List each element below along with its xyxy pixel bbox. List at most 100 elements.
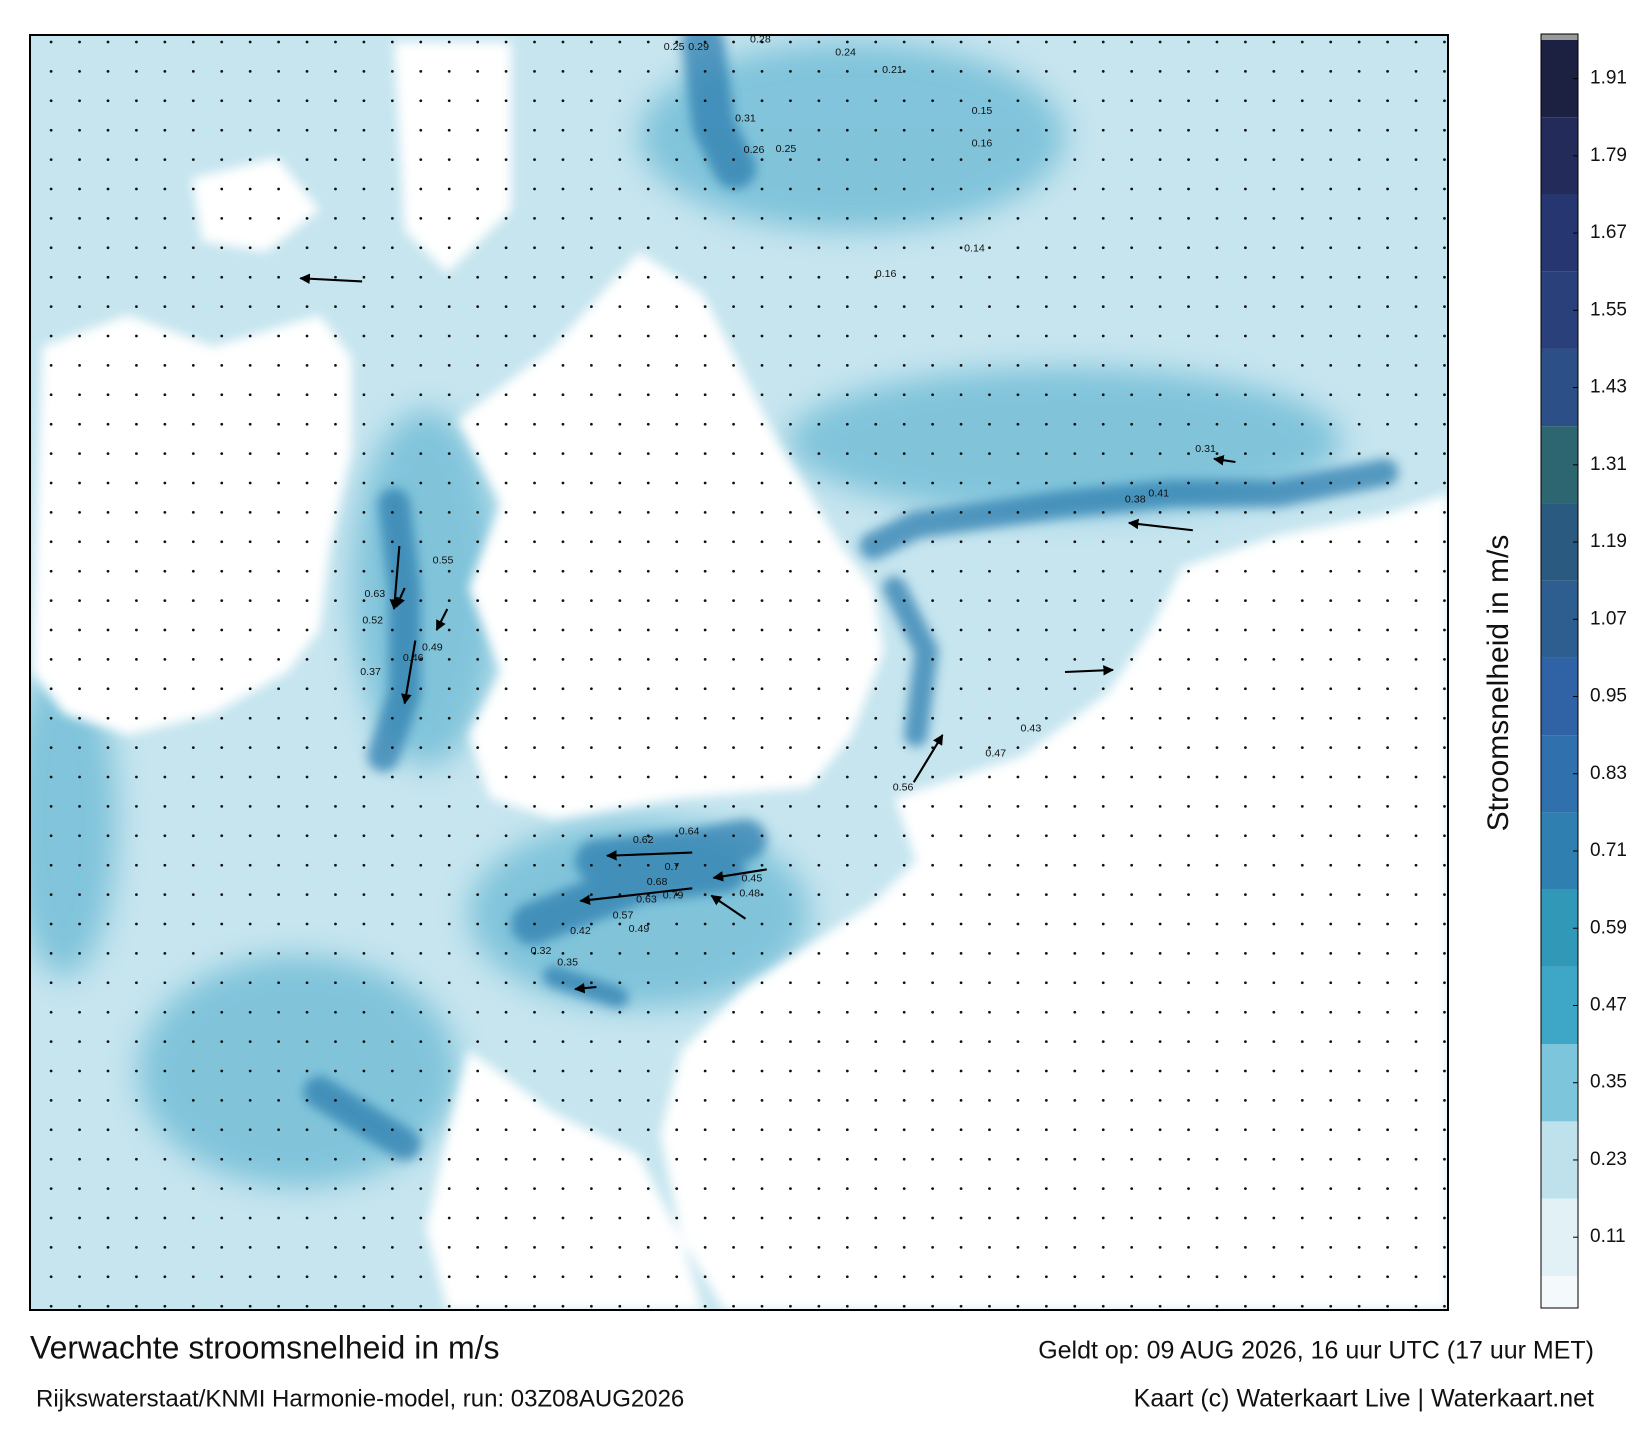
grid-dot [49, 687, 53, 691]
grid-dot [561, 481, 565, 485]
grid-dot [646, 364, 650, 367]
grid-dot [1443, 1187, 1446, 1190]
grid-dot [305, 658, 309, 661]
grid-dot [49, 1304, 53, 1308]
grid-dot [1244, 364, 1247, 367]
grid-dot [1187, 246, 1190, 250]
grid-dot [248, 1157, 252, 1161]
grid-dot [1016, 1010, 1020, 1014]
grid-dot [789, 187, 792, 191]
grid-dot [874, 1157, 878, 1161]
grid-dot [1386, 481, 1389, 485]
grid-dot [902, 70, 906, 73]
grid-dot [419, 716, 423, 720]
grid-dot [817, 305, 821, 308]
grid-dot [504, 569, 508, 573]
grid-dot [817, 1157, 821, 1161]
grid-dot [476, 1187, 480, 1190]
grid-dot [874, 1304, 878, 1308]
grid-dot [504, 1187, 508, 1190]
grid-dot [419, 1304, 423, 1308]
grid-dot [1130, 70, 1134, 73]
grid-dot [760, 187, 764, 191]
grid-dot [1414, 775, 1418, 779]
grid-dot [1158, 628, 1162, 632]
grid-dot [1187, 393, 1190, 397]
grid-dot [49, 1069, 53, 1073]
grid-dot [1187, 1187, 1190, 1190]
grid-dot [1443, 1069, 1446, 1073]
grid-dot [135, 99, 138, 103]
grid-dot [1300, 422, 1304, 426]
grid-dot [789, 1010, 792, 1014]
grid-dot [590, 1157, 593, 1161]
grid-dot [163, 305, 167, 308]
grid-dot [419, 246, 423, 250]
grid-dot [1044, 628, 1048, 632]
grid-dot [732, 40, 735, 44]
grid-dot [618, 834, 622, 838]
grid-dot [476, 187, 480, 191]
grid-dot [1215, 481, 1219, 485]
grid-dot [305, 922, 309, 926]
grid-dot [931, 658, 935, 661]
grid-dot [1244, 70, 1247, 73]
grid-dot [760, 1157, 764, 1161]
grid-dot [732, 481, 735, 485]
grid-dot [1357, 393, 1361, 397]
grid-dot [561, 716, 565, 720]
grid-dot [476, 981, 480, 985]
grid-dot [390, 364, 394, 367]
colorbar-label: Stroomsnelheid in m/s [1482, 535, 1515, 832]
grid-dot [419, 187, 423, 191]
grid-dot [931, 922, 935, 926]
grid-dot [533, 628, 536, 632]
grid-dot [1215, 716, 1219, 720]
grid-dot [1130, 305, 1134, 308]
grid-dot [1443, 305, 1446, 308]
grid-dot [1357, 716, 1361, 720]
grid-dot [1357, 158, 1361, 161]
colorbar-tick-label: 1.31 [1590, 454, 1627, 475]
grid-dot [390, 834, 394, 838]
grid-dot [817, 863, 821, 867]
grid-dot [220, 922, 224, 926]
grid-dot [1101, 1099, 1105, 1102]
grid-dot [760, 334, 764, 338]
grid-dot [476, 40, 480, 44]
grid-dot [49, 364, 53, 367]
grid-dot [248, 1010, 252, 1014]
grid-dot [760, 422, 764, 426]
grid-dot [1073, 569, 1077, 573]
grid-dot [760, 1010, 764, 1014]
grid-dot [220, 481, 224, 485]
grid-dot [618, 393, 622, 397]
grid-dot [1044, 863, 1048, 867]
current-label: 0.43 [1021, 723, 1042, 735]
grid-dot [334, 1216, 337, 1220]
grid-dot [760, 834, 764, 838]
grid-dot [476, 1010, 480, 1014]
grid-dot [646, 1010, 650, 1014]
grid-dot [78, 217, 81, 220]
grid-dot [874, 716, 878, 720]
grid-dot [1300, 305, 1304, 308]
grid-dot [703, 658, 707, 661]
grid-dot [191, 1246, 195, 1249]
grid-dot [561, 70, 565, 73]
grid-dot [931, 275, 935, 279]
grid-dot [902, 393, 906, 397]
grid-dot [1158, 128, 1162, 132]
grid-dot [277, 569, 280, 573]
grid-dot [1187, 658, 1190, 661]
grid-dot [1187, 922, 1190, 926]
grid-dot [1187, 1157, 1190, 1161]
grid-dot [1101, 716, 1105, 720]
grid-dot [447, 540, 451, 544]
grid-dot [1044, 952, 1048, 955]
grid-dot [163, 422, 167, 426]
grid-dot [845, 511, 849, 514]
grid-dot [845, 599, 849, 602]
grid-dot [1329, 599, 1333, 602]
grid-dot [220, 275, 224, 279]
